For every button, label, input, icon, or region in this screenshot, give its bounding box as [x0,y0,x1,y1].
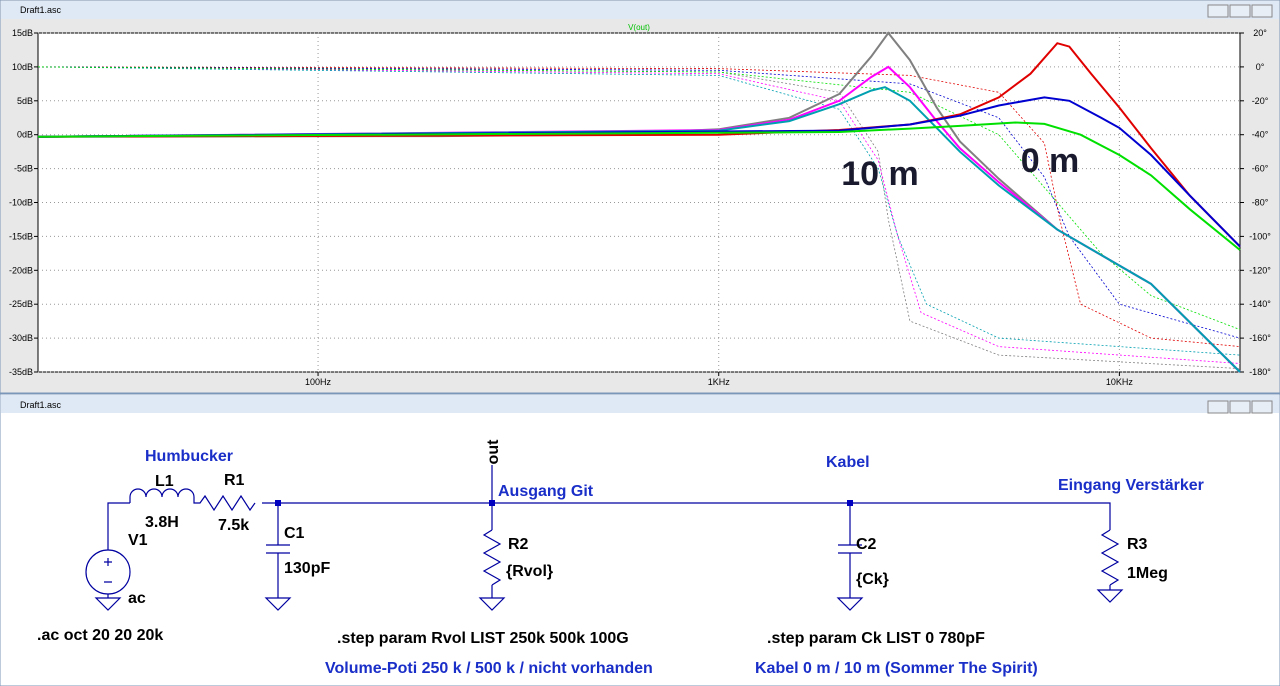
annotation: 0 m [1021,142,1080,180]
y2-tick-label: -20° [1252,96,1269,106]
circuit [85,465,1124,611]
phase-curve [37,66,1241,356]
grounds [94,589,1124,611]
window-title: Draft1.asc [20,5,62,15]
component-label: 7.5k [218,517,249,534]
component-label: R1 [224,472,245,489]
y2-tick-label: -80° [1252,198,1269,208]
x-tick-label: 1KHz [708,377,731,387]
y-tick-label: 0dB [17,130,33,140]
wires [107,465,1111,598]
restore-button[interactable] [1229,4,1251,18]
component-label: out [485,439,502,465]
y-tick-label: -10dB [9,198,33,208]
magnitude-curve [37,86,1241,373]
component-label: Kabel [826,454,870,471]
component-label: ac [128,590,146,607]
component-label: Eingang Verstärker [1058,477,1204,494]
component-label: 130pF [284,560,330,577]
y2-tick-label: -120° [1249,265,1271,275]
annotation: 10 m [841,155,919,193]
inductor-resistor [129,488,256,512]
y2-tick-label: 20° [1253,28,1267,38]
minimize-button[interactable] [1207,4,1229,18]
y2-tick-label: -180° [1249,367,1271,377]
component-label: C2 [856,536,877,553]
component-label: R2 [508,536,529,553]
schematic-window [0,393,1280,686]
y2-tick-label: -100° [1249,231,1271,241]
component-label: 1Meg [1127,565,1168,582]
y-tick-label: -25dB [9,299,33,309]
comment: Volume-Poti 250 k / 500 k / nicht vorhan… [325,660,653,677]
y2-tick-label: -140° [1249,299,1271,309]
phase-curve [37,66,1241,330]
schematic: Humbucker L1 3.8H R1 7.5k V1 ac C1 130pF out Ausga… [37,439,1204,677]
y-tick-label: -15dB [9,231,33,241]
phase-curve [37,66,1241,347]
component-label: L1 [155,473,174,490]
component-label: C1 [284,525,305,542]
component-label: V1 [128,532,148,549]
y2-tick-label: -60° [1252,164,1269,174]
magnitude-curve [37,96,1241,248]
plot: 15dB 10dB 5dB 0dB -5dB -10dB -15dB -20dB -25dB -3… [9,28,1271,387]
x-tick-label: 100Hz [305,377,332,387]
title-bar [1,395,1279,413]
y2-tick-label: 0° [1256,62,1265,72]
y2-tick-label: -160° [1249,333,1271,343]
junction [275,500,281,506]
source-signs [104,558,112,598]
phase-curve [37,66,1241,364]
close-button[interactable] [1251,4,1273,18]
y-tick-label: 10dB [12,62,33,72]
restore-button[interactable] [1229,400,1251,414]
x-tick-label: 10KHz [1106,377,1134,387]
phase-curve [37,66,1241,339]
spice-directive: .step param Ck LIST 0 780pF [767,630,985,647]
resistors [482,529,1120,586]
spice-directive: .step param Rvol LIST 250k 500k 100G [337,630,629,647]
y-tick-label: -30dB [9,333,33,343]
component-label: {Ck} [856,571,889,588]
component-label: {Rvol} [506,563,553,580]
component-label: 3.8H [145,514,179,531]
trace-label[interactable]: V(out) [628,23,650,32]
y-tick-label: -5dB [14,164,33,174]
spice-directive: .ac oct 20 20 20k [37,627,163,644]
y-tick-label: -35dB [9,367,33,377]
y2-tick-label: -40° [1252,130,1269,140]
component-label: R3 [1127,536,1148,553]
window-title: Draft1.asc [20,400,62,410]
y-tick-label: -20dB [9,265,33,275]
close-button[interactable] [1251,400,1273,414]
junction [847,500,853,506]
title-bar [1,1,1279,19]
magnitude-curve [37,121,1241,251]
minimize-button[interactable] [1207,400,1229,414]
component-label: Humbucker [145,448,233,465]
capacitors [266,544,862,554]
junction [489,500,495,506]
y-tick-label: 5dB [17,96,33,106]
component-label: Ausgang Git [498,483,594,500]
y-tick-label: 15dB [12,28,33,38]
phase-curve [37,66,1241,369]
comment: Kabel 0 m / 10 m (Sommer The Spirit) [755,660,1038,677]
